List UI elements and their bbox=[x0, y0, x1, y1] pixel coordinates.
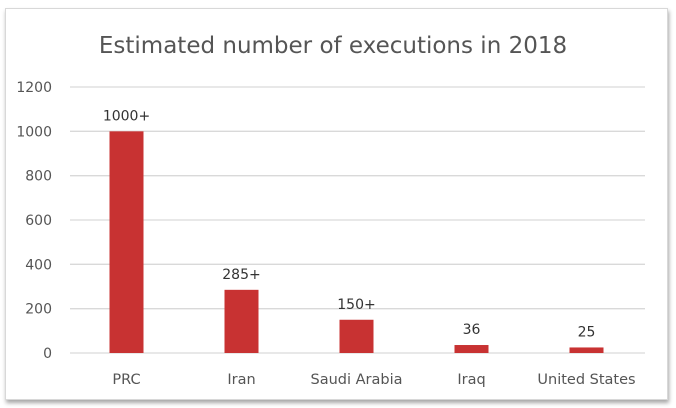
data-label: 36 bbox=[463, 322, 481, 338]
data-label: 285+ bbox=[222, 267, 260, 283]
x-tick-label: Iraq bbox=[457, 372, 485, 388]
y-tick-label: 800 bbox=[25, 169, 52, 185]
bar bbox=[109, 131, 144, 353]
y-tick-label: 1200 bbox=[16, 80, 52, 96]
chart-title: Estimated number of executions in 2018 bbox=[99, 33, 567, 59]
data-label: 150+ bbox=[337, 297, 375, 313]
x-tick-label: Saudi Arabia bbox=[310, 372, 402, 388]
y-tick-label: 1000 bbox=[16, 124, 52, 140]
bar bbox=[339, 319, 374, 353]
y-tick-label: 0 bbox=[43, 346, 52, 362]
x-tick-label: PRC bbox=[112, 372, 140, 388]
bar bbox=[569, 347, 604, 353]
y-tick-label: 600 bbox=[25, 213, 52, 229]
y-tick-label: 400 bbox=[25, 257, 52, 273]
y-tick-label: 200 bbox=[25, 302, 52, 318]
x-tick-label: United States bbox=[537, 372, 635, 388]
bar bbox=[224, 289, 259, 353]
data-label: 25 bbox=[578, 324, 596, 340]
x-tick-label: Iran bbox=[227, 372, 255, 388]
data-label: 1000+ bbox=[103, 108, 150, 124]
bar bbox=[454, 345, 489, 353]
